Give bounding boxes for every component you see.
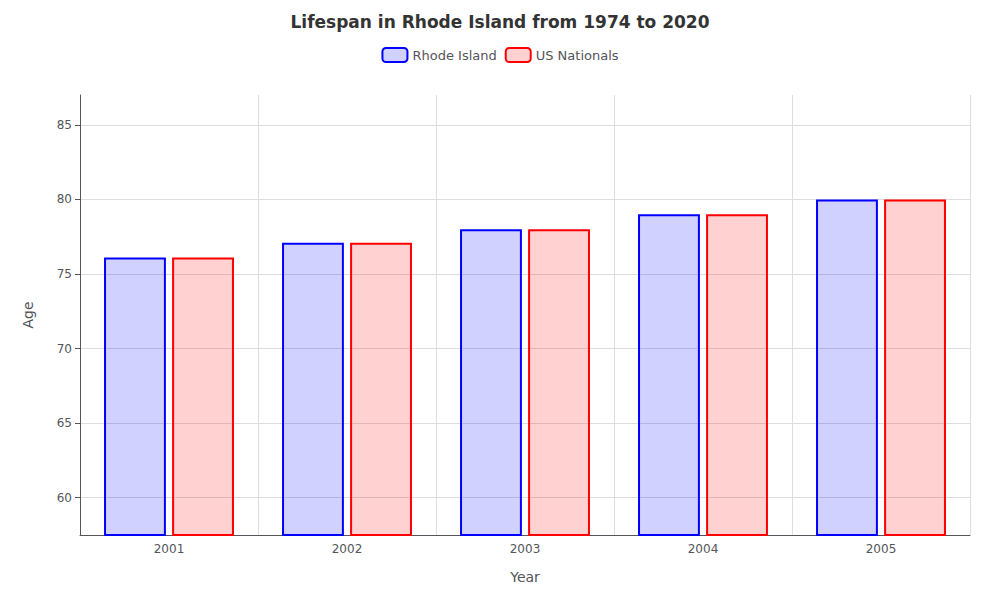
svg-text:65: 65 — [57, 416, 72, 430]
svg-text:2001: 2001 — [154, 542, 185, 556]
svg-text:85: 85 — [57, 118, 72, 132]
svg-text:US Nationals: US Nationals — [536, 48, 619, 63]
svg-text:Age: Age — [20, 301, 36, 328]
svg-text:75: 75 — [57, 267, 72, 281]
svg-text:70: 70 — [57, 342, 72, 356]
svg-text:2004: 2004 — [688, 542, 719, 556]
svg-text:Rhode Island: Rhode Island — [412, 48, 496, 63]
svg-text:2002: 2002 — [332, 542, 363, 556]
svg-text:2005: 2005 — [866, 542, 897, 556]
svg-text:Lifespan in Rhode Island from: Lifespan in Rhode Island from 1974 to 20… — [291, 12, 710, 32]
svg-text:60: 60 — [57, 491, 72, 505]
svg-text:Year: Year — [509, 569, 540, 585]
svg-text:80: 80 — [57, 192, 72, 206]
svg-text:2003: 2003 — [510, 542, 541, 556]
